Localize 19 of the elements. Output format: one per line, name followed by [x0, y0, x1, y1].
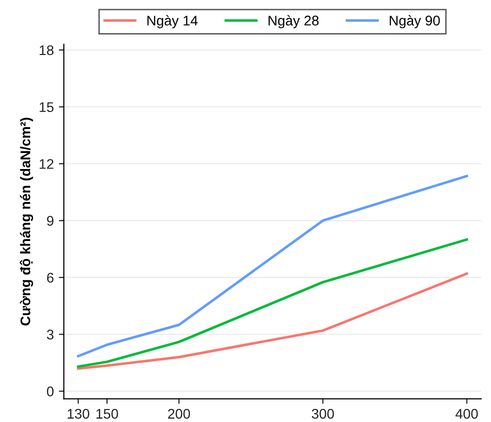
y-tick-label: 18	[40, 45, 54, 56]
y-tick-label: 6	[47, 272, 54, 283]
legend-label: Ngày 14	[147, 15, 198, 28]
x-tick-label: 300	[312, 408, 334, 419]
y-tick-label: 9	[47, 216, 54, 226]
y-tick-label: 12	[40, 159, 54, 169]
line-series	[76, 174, 468, 358]
x-tick-label: 130	[68, 408, 90, 419]
y-tick-label: 15	[40, 102, 54, 112]
y-axis-title: Cường độ kháng nén (daN/cm²)	[20, 118, 34, 326]
line-series	[76, 272, 468, 370]
legend-label: Ngày 28	[268, 15, 319, 28]
x-tick-label: 400	[456, 408, 478, 419]
legend-label: Ngày 90	[390, 15, 440, 28]
y-tick-label: 3	[46, 330, 54, 340]
x-tick-label: 200	[168, 408, 190, 419]
line-series	[76, 238, 468, 368]
x-tick-label: 150	[96, 408, 118, 419]
y-tick-label: 0	[46, 386, 54, 396]
